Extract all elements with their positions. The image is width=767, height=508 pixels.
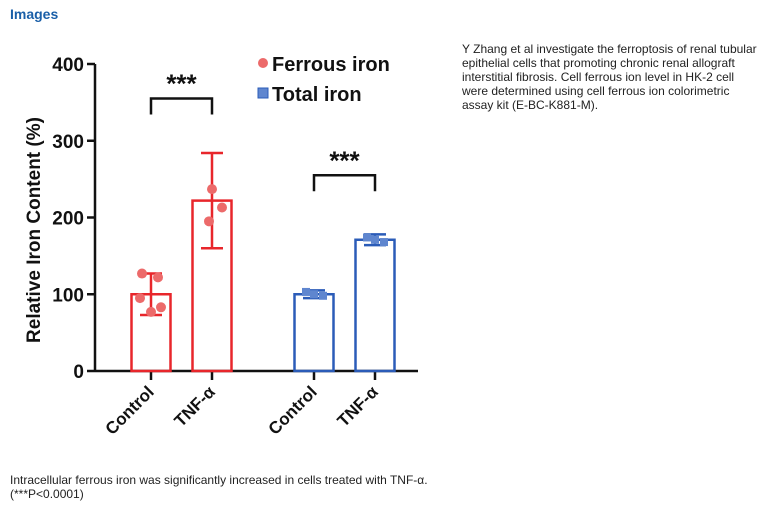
y-axis-label: Relative Iron Content (%) [24,117,45,343]
bar [293,293,335,373]
iron-content-chart: Relative Iron Content (%) 0 100 200 300 400 C… [0,30,440,470]
significance-bracket [149,97,214,115]
y-tick-label: 200 [52,209,84,230]
x-tick-label: Control [265,382,321,438]
y-tick-label: 400 [52,55,84,76]
y-tick-label: 0 [73,362,84,383]
data-point [135,293,145,304]
data-point [156,302,166,313]
data-point [207,184,217,195]
x-tick-label: Control [102,382,158,438]
bar [354,238,396,373]
legend-label: Ferrous iron [272,54,390,76]
x-tick-label: TNF-α [171,382,220,431]
plot-area: 0 100 200 300 400 Control TNF-α Control TNF-α ***… [52,55,418,439]
data-point [217,202,227,213]
data-point [363,233,371,242]
y-tick-label: 100 [52,285,84,306]
significance-label: *** [166,69,197,99]
legend-marker [257,87,269,99]
data-point [153,272,163,283]
data-point [371,235,379,244]
y-tick-label: 300 [52,132,84,153]
image-description: Y Zhang et al investigate the ferroptosi… [462,42,757,112]
significance-label: *** [329,145,360,175]
section-title: Images [10,6,59,22]
chart-legend: Ferrous iron Total iron [257,54,390,106]
figure-caption: Intracellular ferrous iron was significa… [10,473,428,501]
x-tick-label: TNF-α [334,382,383,431]
data-point [302,287,310,296]
legend-marker [258,58,268,68]
data-point [380,238,388,247]
chart-svg: Relative Iron Content (%) 0 100 200 300 400 C… [24,54,418,439]
legend-label: Total iron [272,84,362,106]
significance-bracket [312,174,377,192]
data-point [204,216,214,227]
data-point [137,268,147,279]
data-point [310,290,318,299]
data-point [146,306,156,317]
data-point [319,291,327,300]
